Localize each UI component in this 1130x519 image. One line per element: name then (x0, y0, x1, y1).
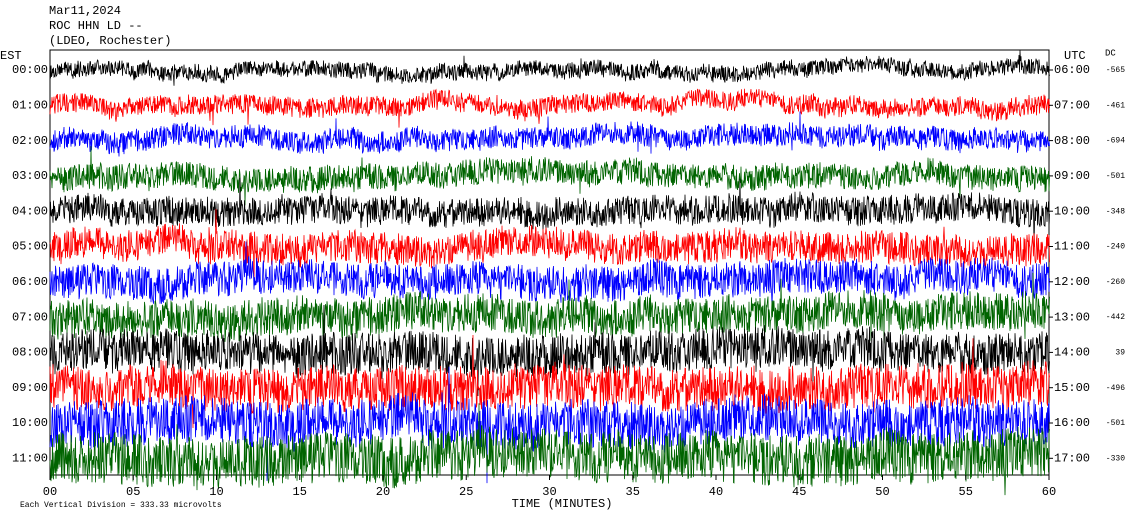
est-label: 05:00 (12, 240, 48, 254)
trace (49, 272, 1050, 344)
dc-value: -501 (1106, 419, 1125, 428)
utc-label: 13:00 (1054, 310, 1090, 324)
footnote: Each Vertical Division = 333.33 microvol… (20, 501, 222, 510)
dc-value: -461 (1106, 101, 1125, 110)
est-label: 06:00 (12, 275, 48, 289)
dc-value: -330 (1106, 454, 1125, 463)
title-line: ROC HHN LD -- (49, 19, 143, 33)
x-tick-label: 05 (126, 485, 140, 499)
utc-label: 12:00 (1054, 275, 1090, 289)
est-label: 10:00 (12, 416, 48, 430)
x-tick-label: 15 (293, 485, 307, 499)
dc-value: -496 (1106, 384, 1125, 393)
x-tick-label: 40 (709, 485, 723, 499)
dc-value: -501 (1106, 172, 1125, 181)
x-tick-label: 20 (376, 485, 390, 499)
utc-label: 17:00 (1054, 451, 1090, 465)
est-label: 01:00 (12, 98, 48, 112)
x-tick-label: 30 (542, 485, 556, 499)
dc-value: -260 (1106, 278, 1125, 287)
dc-value: -240 (1106, 243, 1125, 252)
x-axis-label: TIME (MINUTES) (512, 497, 613, 511)
utc-label: 14:00 (1054, 346, 1090, 360)
dc-label: DC (1105, 48, 1116, 58)
trace (49, 334, 1050, 429)
x-tick-label: 55 (959, 485, 973, 499)
trace (49, 304, 1050, 397)
trace (49, 241, 1050, 306)
utc-label: 16:00 (1054, 416, 1090, 430)
x-tick-label: 35 (626, 485, 640, 499)
title-line: (LDEO, Rochester) (49, 34, 171, 48)
dc-value: 39 (1115, 349, 1125, 358)
x-tick-label: 10 (209, 485, 223, 499)
x-tick-label: 60 (1042, 485, 1056, 499)
utc-label: 08:00 (1054, 134, 1090, 148)
trace (49, 50, 1050, 86)
right-axis-label: UTC (1064, 49, 1086, 63)
est-label: 09:00 (12, 381, 48, 395)
utc-label: 15:00 (1054, 381, 1090, 395)
utc-label: 09:00 (1054, 169, 1090, 183)
trace (49, 88, 1050, 128)
utc-label: 10:00 (1054, 204, 1090, 218)
x-tick-label: 45 (792, 485, 806, 499)
left-axis-label: EST (0, 49, 22, 63)
dc-value: -442 (1106, 313, 1125, 322)
title-line: Mar11,2024 (49, 4, 121, 18)
utc-label: 07:00 (1054, 98, 1090, 112)
est-label: 02:00 (12, 134, 48, 148)
utc-label: 06:00 (1054, 63, 1090, 77)
x-tick-label: 00 (43, 485, 57, 499)
trace (49, 111, 1050, 157)
est-label: 08:00 (12, 346, 48, 360)
est-label: 07:00 (12, 310, 48, 324)
dc-value: -565 (1106, 66, 1125, 75)
trace (49, 146, 1050, 206)
est-label: 11:00 (12, 451, 48, 465)
x-tick-label: 50 (875, 485, 889, 499)
est-label: 04:00 (12, 204, 48, 218)
trace (49, 208, 1050, 287)
est-label: 03:00 (12, 169, 48, 183)
est-label: 00:00 (12, 63, 48, 77)
dc-value: -694 (1106, 137, 1125, 146)
utc-label: 11:00 (1054, 240, 1090, 254)
dc-value: -348 (1106, 207, 1125, 216)
x-tick-label: 25 (459, 485, 473, 499)
trace (49, 366, 1050, 484)
